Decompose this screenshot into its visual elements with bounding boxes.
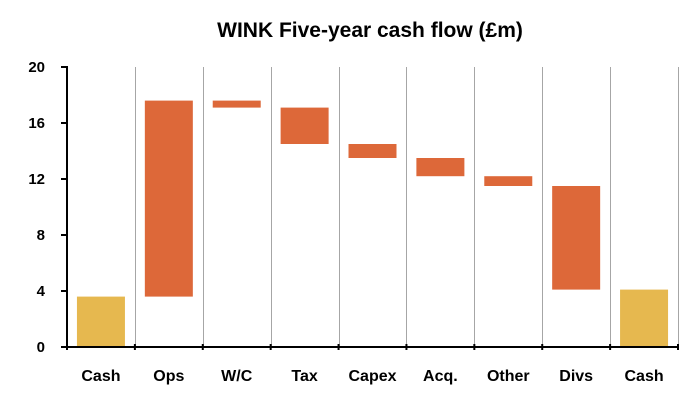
bar-other-6 bbox=[484, 176, 533, 186]
x-category-label: Acq. bbox=[423, 368, 458, 385]
bar-tax-3 bbox=[280, 107, 329, 144]
grid-lines bbox=[135, 67, 679, 347]
chart-title: WINK Five-year cash flow (£m) bbox=[217, 19, 523, 42]
x-category-label: Ops bbox=[153, 368, 184, 385]
bar-capex-4 bbox=[348, 144, 397, 158]
x-category-label: Tax bbox=[291, 368, 317, 385]
axes bbox=[61, 66, 679, 350]
y-tick-label: 8 bbox=[37, 227, 45, 244]
x-category-label: Cash bbox=[624, 368, 663, 385]
x-category-label: Cash bbox=[81, 368, 120, 385]
x-category-label: Divs bbox=[559, 368, 593, 385]
y-tick-label: 16 bbox=[28, 115, 45, 132]
bar-ops-1 bbox=[144, 100, 193, 297]
bar-wc-2 bbox=[212, 100, 261, 108]
x-category-labels: Cash Ops W/C Tax Capex Acq. Other Divs Cash bbox=[81, 368, 663, 385]
bar-cash-0 bbox=[76, 296, 125, 347]
x-category-label: Capex bbox=[348, 368, 396, 385]
y-tick-labels: 0 4 8 12 16 20 bbox=[28, 59, 45, 356]
x-category-label: Other bbox=[487, 368, 530, 385]
y-tick-label: 4 bbox=[37, 283, 46, 300]
bars bbox=[76, 100, 669, 347]
y-tick-label: 12 bbox=[28, 171, 45, 188]
y-tick-label: 20 bbox=[28, 59, 45, 76]
bar-acq-5 bbox=[416, 158, 465, 177]
bar-cash-8 bbox=[620, 289, 669, 347]
x-category-label: W/C bbox=[221, 368, 253, 385]
bar-divs-7 bbox=[552, 186, 601, 290]
y-tick-label: 0 bbox=[37, 339, 45, 356]
